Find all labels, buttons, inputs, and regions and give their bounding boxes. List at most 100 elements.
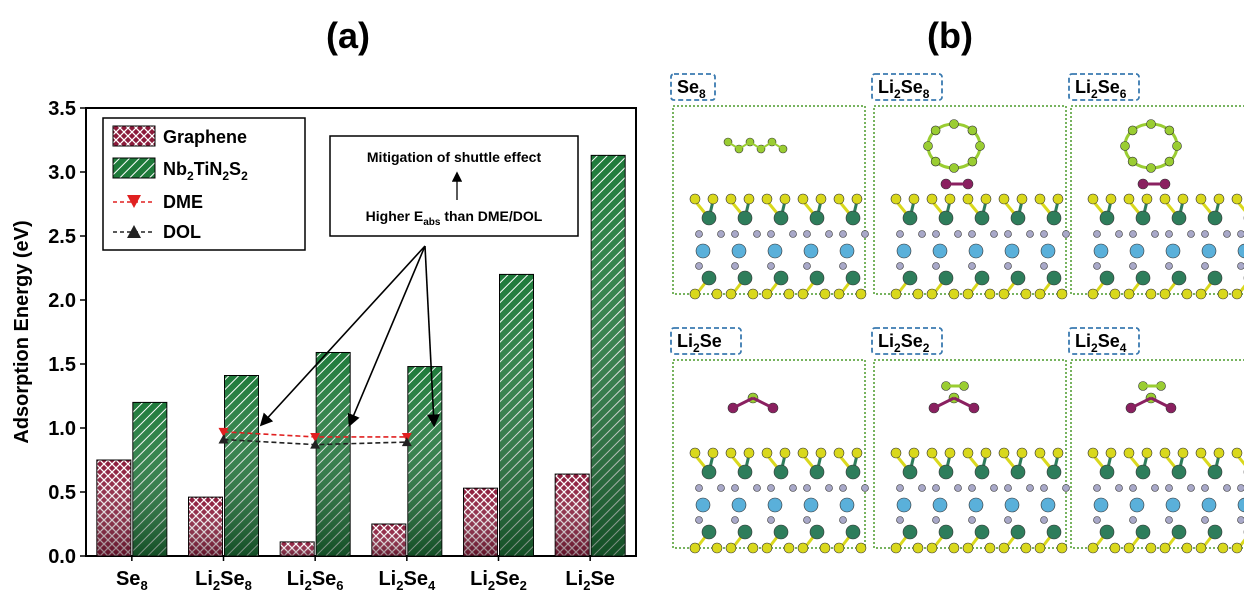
- se-atom: [962, 193, 974, 205]
- ti-atom: [731, 243, 747, 259]
- nb-atom: [938, 524, 954, 540]
- nb-atom: [902, 270, 918, 286]
- n-atom: [1165, 262, 1173, 270]
- n-atom: [896, 262, 904, 270]
- n-atom: [839, 262, 847, 270]
- ti-atom: [1201, 243, 1217, 259]
- n-atom: [1201, 230, 1209, 238]
- nb-atom: [737, 524, 753, 540]
- se-ring-atom: [975, 141, 985, 151]
- se-atom: [819, 542, 831, 554]
- se-atom: [833, 288, 845, 300]
- se-ring-atom: [949, 119, 959, 129]
- n-atom: [1004, 230, 1012, 238]
- y-tick-label: 1.5: [48, 354, 76, 376]
- nb-atom: [1099, 524, 1115, 540]
- se-ring-atom: [967, 156, 978, 167]
- se-atom: [1195, 542, 1207, 554]
- nb-atom: [974, 270, 990, 286]
- se-atom: [1034, 193, 1046, 205]
- se-atom: [912, 288, 924, 300]
- se-atom: [689, 447, 701, 459]
- se-atom: [1213, 193, 1225, 205]
- ti-atom: [1237, 497, 1244, 513]
- nb-atom: [809, 464, 825, 480]
- ti-atom: [1237, 243, 1244, 259]
- ti-atom: [932, 497, 948, 513]
- ti-atom: [695, 243, 711, 259]
- se-atom: [819, 288, 831, 300]
- se-atom: [1159, 542, 1171, 554]
- se-atom: [1159, 447, 1171, 459]
- bar-shade: [96, 460, 131, 556]
- ti-atom: [839, 497, 855, 513]
- se-atom: [1231, 542, 1243, 554]
- n-atom: [1115, 484, 1123, 492]
- legend-marker-dol: [127, 225, 141, 238]
- n-atom: [803, 230, 811, 238]
- n-atom: [839, 484, 847, 492]
- n-atom: [1062, 230, 1070, 238]
- n-atom: [717, 230, 725, 238]
- nb-atom: [845, 210, 861, 226]
- se-atom: [1109, 542, 1121, 554]
- bar-shade: [371, 524, 406, 556]
- se-atom: [926, 193, 938, 205]
- se-atom: [1123, 193, 1135, 205]
- se-ring-atom: [1164, 125, 1175, 136]
- se-atom: [815, 193, 827, 205]
- se-atom: [1123, 447, 1135, 459]
- n-atom: [1093, 484, 1101, 492]
- n-atom: [968, 230, 976, 238]
- se-atom: [761, 193, 773, 205]
- se-atom: [908, 447, 920, 459]
- se-ring-atom: [1120, 141, 1130, 151]
- n-atom: [839, 230, 847, 238]
- structure-label-box: [670, 327, 742, 355]
- ti-atom: [1040, 243, 1056, 259]
- se-atom: [761, 447, 773, 459]
- se-atom: [1087, 542, 1099, 554]
- legend-marker-dme: [127, 195, 141, 208]
- legend-label-nb2tin2s2: Nb2TiN2S2: [163, 159, 248, 183]
- x-tick-label: Li2Se6: [287, 568, 344, 591]
- ti-atom: [803, 497, 819, 513]
- bar-shade: [188, 497, 223, 556]
- se-atom: [944, 447, 956, 459]
- point-dme: [218, 427, 229, 437]
- n-atom: [1040, 262, 1048, 270]
- se-atom: [1177, 193, 1189, 205]
- se-atom: [1056, 288, 1068, 300]
- n-atom: [932, 516, 940, 524]
- n-atom: [968, 484, 976, 492]
- se-atom: [851, 447, 863, 459]
- ti-atom: [767, 243, 783, 259]
- se-ring-atom: [1127, 156, 1138, 167]
- bar-shade: [224, 375, 259, 556]
- n-atom: [767, 484, 775, 492]
- se-atom: [948, 542, 960, 554]
- se-atom: [1123, 288, 1135, 300]
- se-atom: [783, 542, 795, 554]
- bond: [732, 396, 754, 410]
- se-atom: [962, 288, 974, 300]
- se-atom: [855, 288, 867, 300]
- x-tick-label: Li2Se2: [470, 568, 527, 591]
- panel-a-label: (a): [326, 15, 370, 56]
- nb-atom: [1046, 464, 1062, 480]
- se-atom: [707, 193, 719, 205]
- structure-label-box: [871, 73, 943, 101]
- nb-atom: [1010, 524, 1026, 540]
- y-tick-label: 3.0: [48, 162, 76, 184]
- nb-atom: [1135, 524, 1151, 540]
- ti-atom: [767, 497, 783, 513]
- se-atom: [743, 193, 755, 205]
- nb-atom: [773, 464, 789, 480]
- structure-label-box: [1068, 327, 1140, 355]
- n-atom: [1237, 230, 1244, 238]
- annotation: Mitigation of shuttle effect Higher Eabs…: [259, 135, 579, 428]
- ti-atom: [1004, 243, 1020, 259]
- se-atom: [1213, 447, 1225, 459]
- y-tick-label: 0.0: [48, 546, 76, 568]
